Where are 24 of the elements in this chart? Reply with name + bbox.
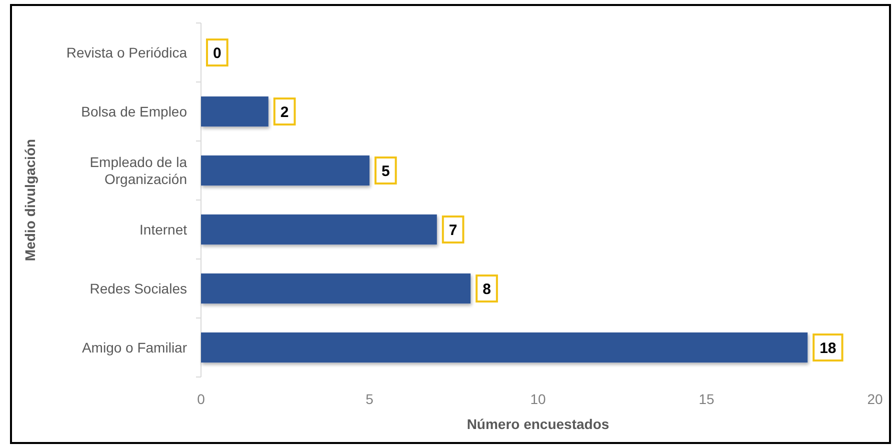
y-tick-label: Redes Sociales	[90, 280, 187, 296]
y-tick-label: Empleado de la Organización	[90, 154, 188, 187]
x-tick-label: 15	[698, 391, 714, 407]
x-tick-label: 5	[366, 391, 374, 407]
bar	[201, 273, 471, 304]
bar	[201, 214, 437, 245]
bar	[201, 155, 370, 186]
x-tick-label: 10	[530, 391, 546, 407]
data-label: 7	[448, 222, 458, 239]
x-tick-label: 0	[197, 391, 206, 407]
y-tick-label: Amigo o Familiar	[82, 340, 188, 356]
y-tick-label: Internet	[140, 222, 188, 238]
y-tick-label: Revista o Periódica	[66, 44, 188, 60]
data-label: 8	[482, 281, 491, 298]
x-axis-title: Número encuestados	[466, 416, 610, 432]
data-label: 18	[820, 340, 836, 357]
y-axis-title: Medio divulgación	[22, 138, 38, 262]
data-label: 2	[280, 104, 289, 121]
data-label: 0	[213, 45, 222, 62]
bar	[201, 96, 268, 127]
data-label: 5	[382, 163, 390, 180]
bar	[201, 332, 808, 363]
y-tick-label: Bolsa de Empleo	[81, 104, 188, 120]
x-tick-label: 20	[867, 391, 883, 407]
